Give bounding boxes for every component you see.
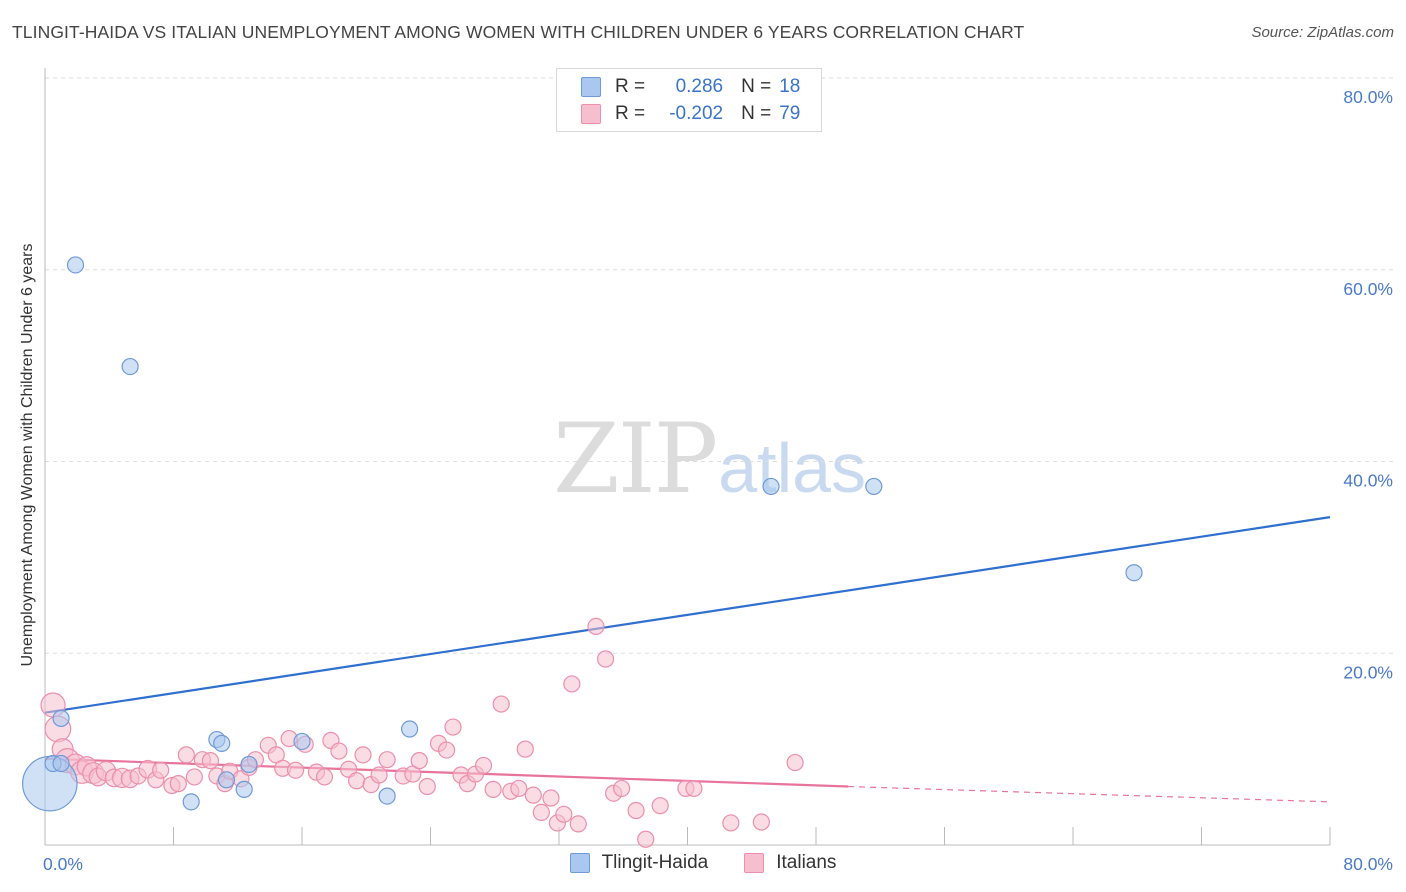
italians-point	[637, 830, 655, 848]
italians-point	[185, 768, 203, 786]
italians-point	[437, 741, 456, 759]
tlingit-point	[217, 771, 236, 789]
italians-point	[444, 718, 462, 736]
tlingit-swatch	[581, 77, 601, 97]
italians-point	[651, 797, 669, 815]
italians-point	[516, 740, 534, 758]
source-label: Source: ZipAtlas.com	[1251, 24, 1394, 41]
italians-point	[286, 761, 305, 779]
tlingit-point	[762, 477, 780, 496]
legend-n-label: N =	[741, 103, 772, 124]
italians-points	[40, 617, 804, 848]
italians-trend-extension	[848, 785, 1331, 803]
tlingit-point	[121, 357, 139, 376]
tlingit-point	[52, 709, 70, 728]
x-tick-label: 80.0%	[1343, 854, 1393, 874]
italians-point	[370, 766, 388, 784]
y-tick-label: 20.0%	[1343, 662, 1393, 682]
grid-lines	[45, 77, 1395, 654]
italians-point	[152, 761, 170, 779]
y-tick-label: 60.0%	[1343, 279, 1393, 299]
tlingit-point	[293, 732, 311, 751]
series-legend: Tlingit-Haida Italians	[0, 852, 1406, 874]
italians-point	[410, 752, 428, 770]
legend-label-tlingit: Tlingit-Haida	[601, 852, 709, 873]
tlingit-points	[22, 256, 1143, 812]
italians-point	[587, 617, 605, 636]
axes	[44, 68, 1331, 846]
italians-point	[510, 779, 528, 798]
legend-r-label: R =	[615, 76, 646, 97]
tlingit-point	[865, 477, 883, 496]
tlingit-point	[182, 793, 200, 811]
italians-point	[542, 789, 560, 807]
legend-r-value: -0.202	[669, 103, 724, 124]
legend-r-value: 0.286	[675, 76, 724, 97]
tick-labels: 20.0% 40.0% 60.0% 80.0% 0.0% 80.0%	[43, 87, 1393, 874]
italians-point	[596, 650, 615, 668]
chart-title: TLINGIT-HAIDA VS ITALIAN UNEMPLOYMENT AM…	[12, 22, 1025, 42]
italians-point	[524, 786, 542, 804]
italians-point	[315, 768, 334, 786]
italians-point	[348, 772, 366, 790]
tlingit-point	[1125, 564, 1143, 582]
italians-point	[492, 695, 510, 713]
italians-point	[685, 779, 703, 798]
tlingit-point	[66, 256, 85, 274]
legend-r-label: R =	[615, 103, 646, 124]
italians-point	[786, 753, 804, 772]
italians-point	[532, 803, 550, 822]
italians-point	[627, 801, 645, 820]
italians-point	[613, 779, 631, 798]
italians-point	[484, 780, 502, 798]
tlingit-point	[240, 755, 258, 774]
italians-point	[474, 756, 493, 775]
correlation-legend: R = 0.286 N = 18 R = -0.202 N = 79	[556, 68, 822, 132]
italians-point	[354, 746, 372, 764]
italians-swatch	[744, 853, 765, 873]
tlingit-point	[213, 734, 231, 752]
legend-n-value: 18	[779, 76, 801, 97]
tlingit-point	[235, 780, 253, 798]
italians-point	[569, 815, 587, 833]
tlingit-point	[401, 720, 419, 738]
legend-n-label: N =	[741, 76, 772, 97]
legend-item-tlingit: Tlingit-Haida	[569, 852, 709, 874]
italians-point	[555, 805, 573, 823]
legend-item-italians: Italians	[744, 852, 836, 874]
italians-trend-line	[44, 757, 849, 788]
italians-point	[722, 814, 740, 832]
trend-lines	[44, 516, 1331, 803]
tlingit-point	[52, 754, 70, 773]
tlingit-trend-line	[44, 516, 1331, 714]
tlingit-swatch	[569, 853, 590, 873]
tlingit-point	[378, 787, 396, 805]
italians-point	[752, 813, 770, 831]
italians-point	[177, 746, 195, 764]
legend-n-value: 79	[779, 103, 801, 124]
y-tick-label: 40.0%	[1343, 471, 1393, 491]
y-tick-label: 80.0%	[1343, 87, 1393, 107]
legend-row-tlingit: R = 0.286 N = 18	[581, 75, 800, 99]
italians-point	[201, 752, 220, 770]
italians-point	[169, 775, 187, 793]
italians-point	[563, 675, 581, 693]
italians-swatch	[581, 104, 601, 124]
x-tick-label: 0.0%	[43, 854, 83, 874]
legend-row-italians: R = -0.202 N = 79	[581, 102, 800, 126]
legend-label-italians: Italians	[776, 852, 837, 873]
italians-point	[378, 751, 396, 769]
italians-point	[418, 777, 436, 796]
italians-point	[330, 742, 348, 760]
